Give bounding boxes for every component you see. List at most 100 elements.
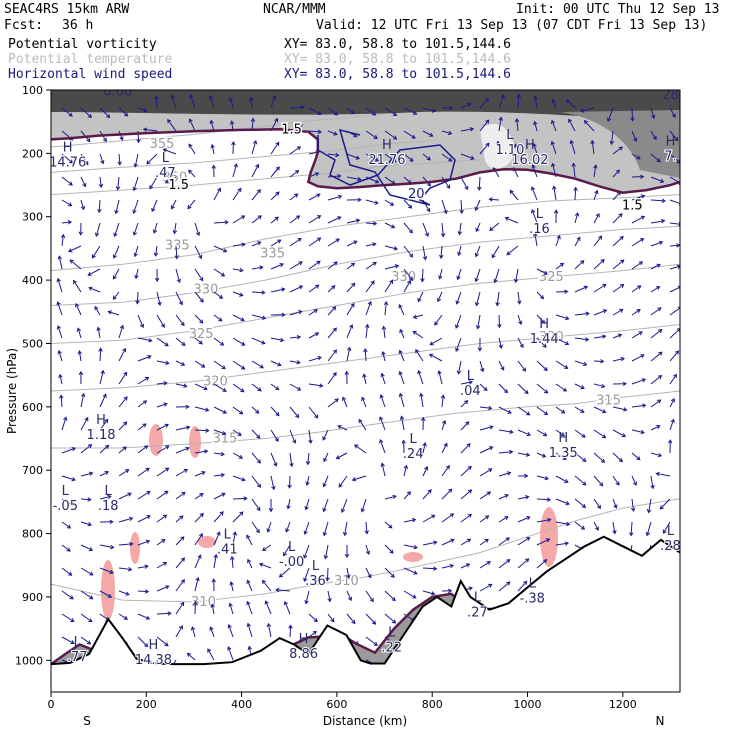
wind-arrowhead	[68, 181, 73, 186]
wind-arrowhead	[195, 231, 201, 237]
wind-arrowhead	[142, 423, 147, 428]
wind-arrowhead	[342, 396, 347, 401]
wind-vector	[99, 370, 104, 385]
wind-arrowhead	[303, 554, 308, 559]
wind-vector	[612, 191, 621, 201]
wind-arrowhead	[205, 407, 210, 412]
wind-vector	[346, 176, 361, 181]
wind-arrowhead	[480, 367, 485, 373]
wind-arrowhead	[659, 178, 665, 183]
pink-patch	[403, 552, 423, 562]
valid-time: Valid: 12 UTC Fri 13 Sep 13 (07 CDT Fri …	[316, 18, 708, 33]
wind-arrowhead	[600, 458, 606, 463]
wind-arrowhead	[411, 134, 416, 139]
wind-arrowhead	[259, 364, 264, 369]
wind-vector	[417, 370, 424, 385]
wind-vector	[247, 559, 253, 569]
wind-arrowhead	[222, 387, 227, 392]
wind-vector	[308, 215, 321, 224]
wind-arrowhead	[585, 311, 590, 316]
wind-arrowhead	[409, 276, 413, 281]
wind-arrowhead	[316, 193, 321, 198]
wind-vector	[536, 268, 548, 275]
wind-vector	[80, 498, 91, 501]
wind-vector	[361, 397, 367, 408]
wind-arrowhead	[335, 152, 340, 158]
wind-vector	[327, 153, 339, 156]
wind-vector	[77, 328, 82, 339]
wind-vector	[80, 199, 85, 210]
wind-vector	[289, 475, 291, 488]
wind-vector	[118, 348, 126, 362]
wind-arrowhead	[389, 279, 394, 284]
wind-vector	[276, 589, 291, 592]
wind-vector	[475, 222, 481, 232]
wind-arrowhead	[188, 143, 193, 148]
wind-arrowhead	[390, 224, 396, 229]
wind-vector	[365, 613, 376, 625]
wind-arrowhead	[84, 416, 89, 422]
wind-arrowhead	[518, 320, 523, 326]
wind-vector	[365, 590, 374, 602]
wind-vector	[213, 452, 225, 455]
wind-arrowhead	[372, 261, 377, 266]
wind-vector	[346, 153, 360, 160]
wind-arrowhead	[543, 367, 548, 372]
wind-vector	[323, 452, 329, 462]
wind-arrowhead	[140, 323, 145, 329]
wind-vector	[403, 544, 418, 549]
wind-vector	[460, 563, 470, 569]
wind-vector	[593, 406, 606, 413]
wind-arrowhead	[132, 186, 137, 192]
wind-vector	[611, 130, 614, 145]
theta-label: 325	[189, 327, 214, 342]
wind-vector	[669, 176, 680, 184]
wind-arrowhead	[618, 146, 623, 151]
wind-arrowhead	[333, 261, 338, 266]
wind-arrowhead	[87, 271, 92, 276]
wind-vector	[379, 439, 386, 454]
wind-vector	[80, 176, 86, 187]
wind-vector	[232, 337, 245, 346]
wind-arrowhead	[539, 295, 545, 300]
wind-vector	[650, 176, 664, 183]
wind-vector	[137, 107, 147, 112]
wind-vector	[555, 383, 567, 392]
wind-arrowhead	[287, 484, 292, 489]
wind-vector	[403, 280, 411, 293]
south-label: S	[83, 714, 91, 728]
wind-arrowhead	[146, 160, 151, 165]
wind-vector	[137, 314, 144, 328]
wind-arrowhead	[67, 220, 73, 225]
wind-vector	[289, 261, 303, 270]
wind-arrowhead	[389, 201, 395, 206]
wind-vector	[188, 169, 196, 178]
theta-line-335	[51, 194, 680, 272]
wind-arrowhead	[82, 182, 87, 188]
wind-arrowhead	[86, 138, 91, 143]
wind-vector	[326, 567, 329, 581]
wind-arrowhead	[220, 272, 226, 277]
wind-arrowhead	[495, 140, 501, 145]
wind-vector	[479, 406, 492, 409]
wind-vector	[631, 195, 645, 201]
wind-vector	[536, 291, 544, 299]
wind-vector	[572, 163, 576, 178]
wind-arrowhead	[110, 544, 115, 550]
wind-arrowhead	[96, 326, 101, 331]
wind-arrowhead	[298, 124, 304, 129]
wind-arrowhead	[571, 162, 576, 167]
wind-vector	[287, 498, 291, 509]
wind-vector	[412, 330, 424, 339]
wind-arrowhead	[388, 524, 393, 529]
wind-arrowhead	[333, 131, 338, 136]
wind-vector	[262, 580, 272, 592]
wind-vector	[289, 285, 303, 293]
wind-vector	[346, 107, 355, 114]
wind-arrowhead	[125, 469, 130, 474]
wind-vector	[517, 291, 521, 304]
wind-vector	[153, 222, 158, 234]
wind-arrowhead	[239, 292, 244, 297]
wind-vector	[475, 199, 481, 211]
wind-vector	[553, 186, 557, 201]
